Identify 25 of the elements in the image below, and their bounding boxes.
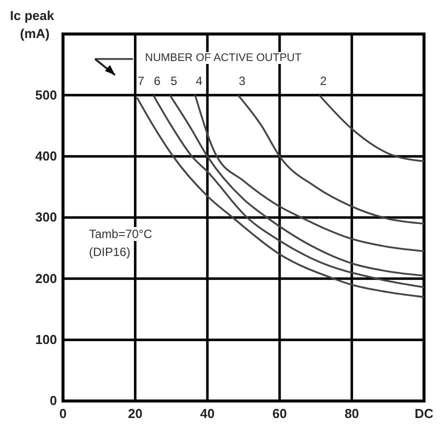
y-axis-title: Ic peak (mA) (10, 8, 55, 41)
annotation: (DIP16) (89, 245, 130, 259)
line-series (237, 94, 425, 225)
line-series (318, 94, 425, 162)
y-tick-label: 400 (35, 148, 57, 164)
y-tick-label: 100 (35, 332, 57, 347)
series-label: 2 (320, 74, 327, 88)
series-label: 5 (170, 74, 178, 88)
x-tick-label: DC (414, 406, 434, 422)
y-tick-label: 200 (35, 270, 57, 286)
x-tick-label: 40 (200, 406, 215, 422)
x-tick-label: 80 (344, 406, 360, 422)
y-tick-label: 500 (35, 87, 57, 102)
series-label: 3 (238, 74, 246, 88)
series-label: 6 (154, 74, 161, 88)
line-series (194, 94, 425, 252)
x-tick-label: 20 (128, 406, 142, 422)
annotation: Tamb=70°C (89, 227, 152, 241)
series-label: 4 (196, 74, 203, 88)
x-tick-label: 60 (272, 406, 287, 422)
series-label: 7 (138, 74, 145, 88)
annotation: NUMBER OF ACTIVE OUTPUT (145, 52, 302, 64)
x-tick-label: 0 (59, 406, 67, 422)
y-tick-label: 300 (35, 210, 57, 225)
y-tick-label: 0 (50, 393, 57, 408)
